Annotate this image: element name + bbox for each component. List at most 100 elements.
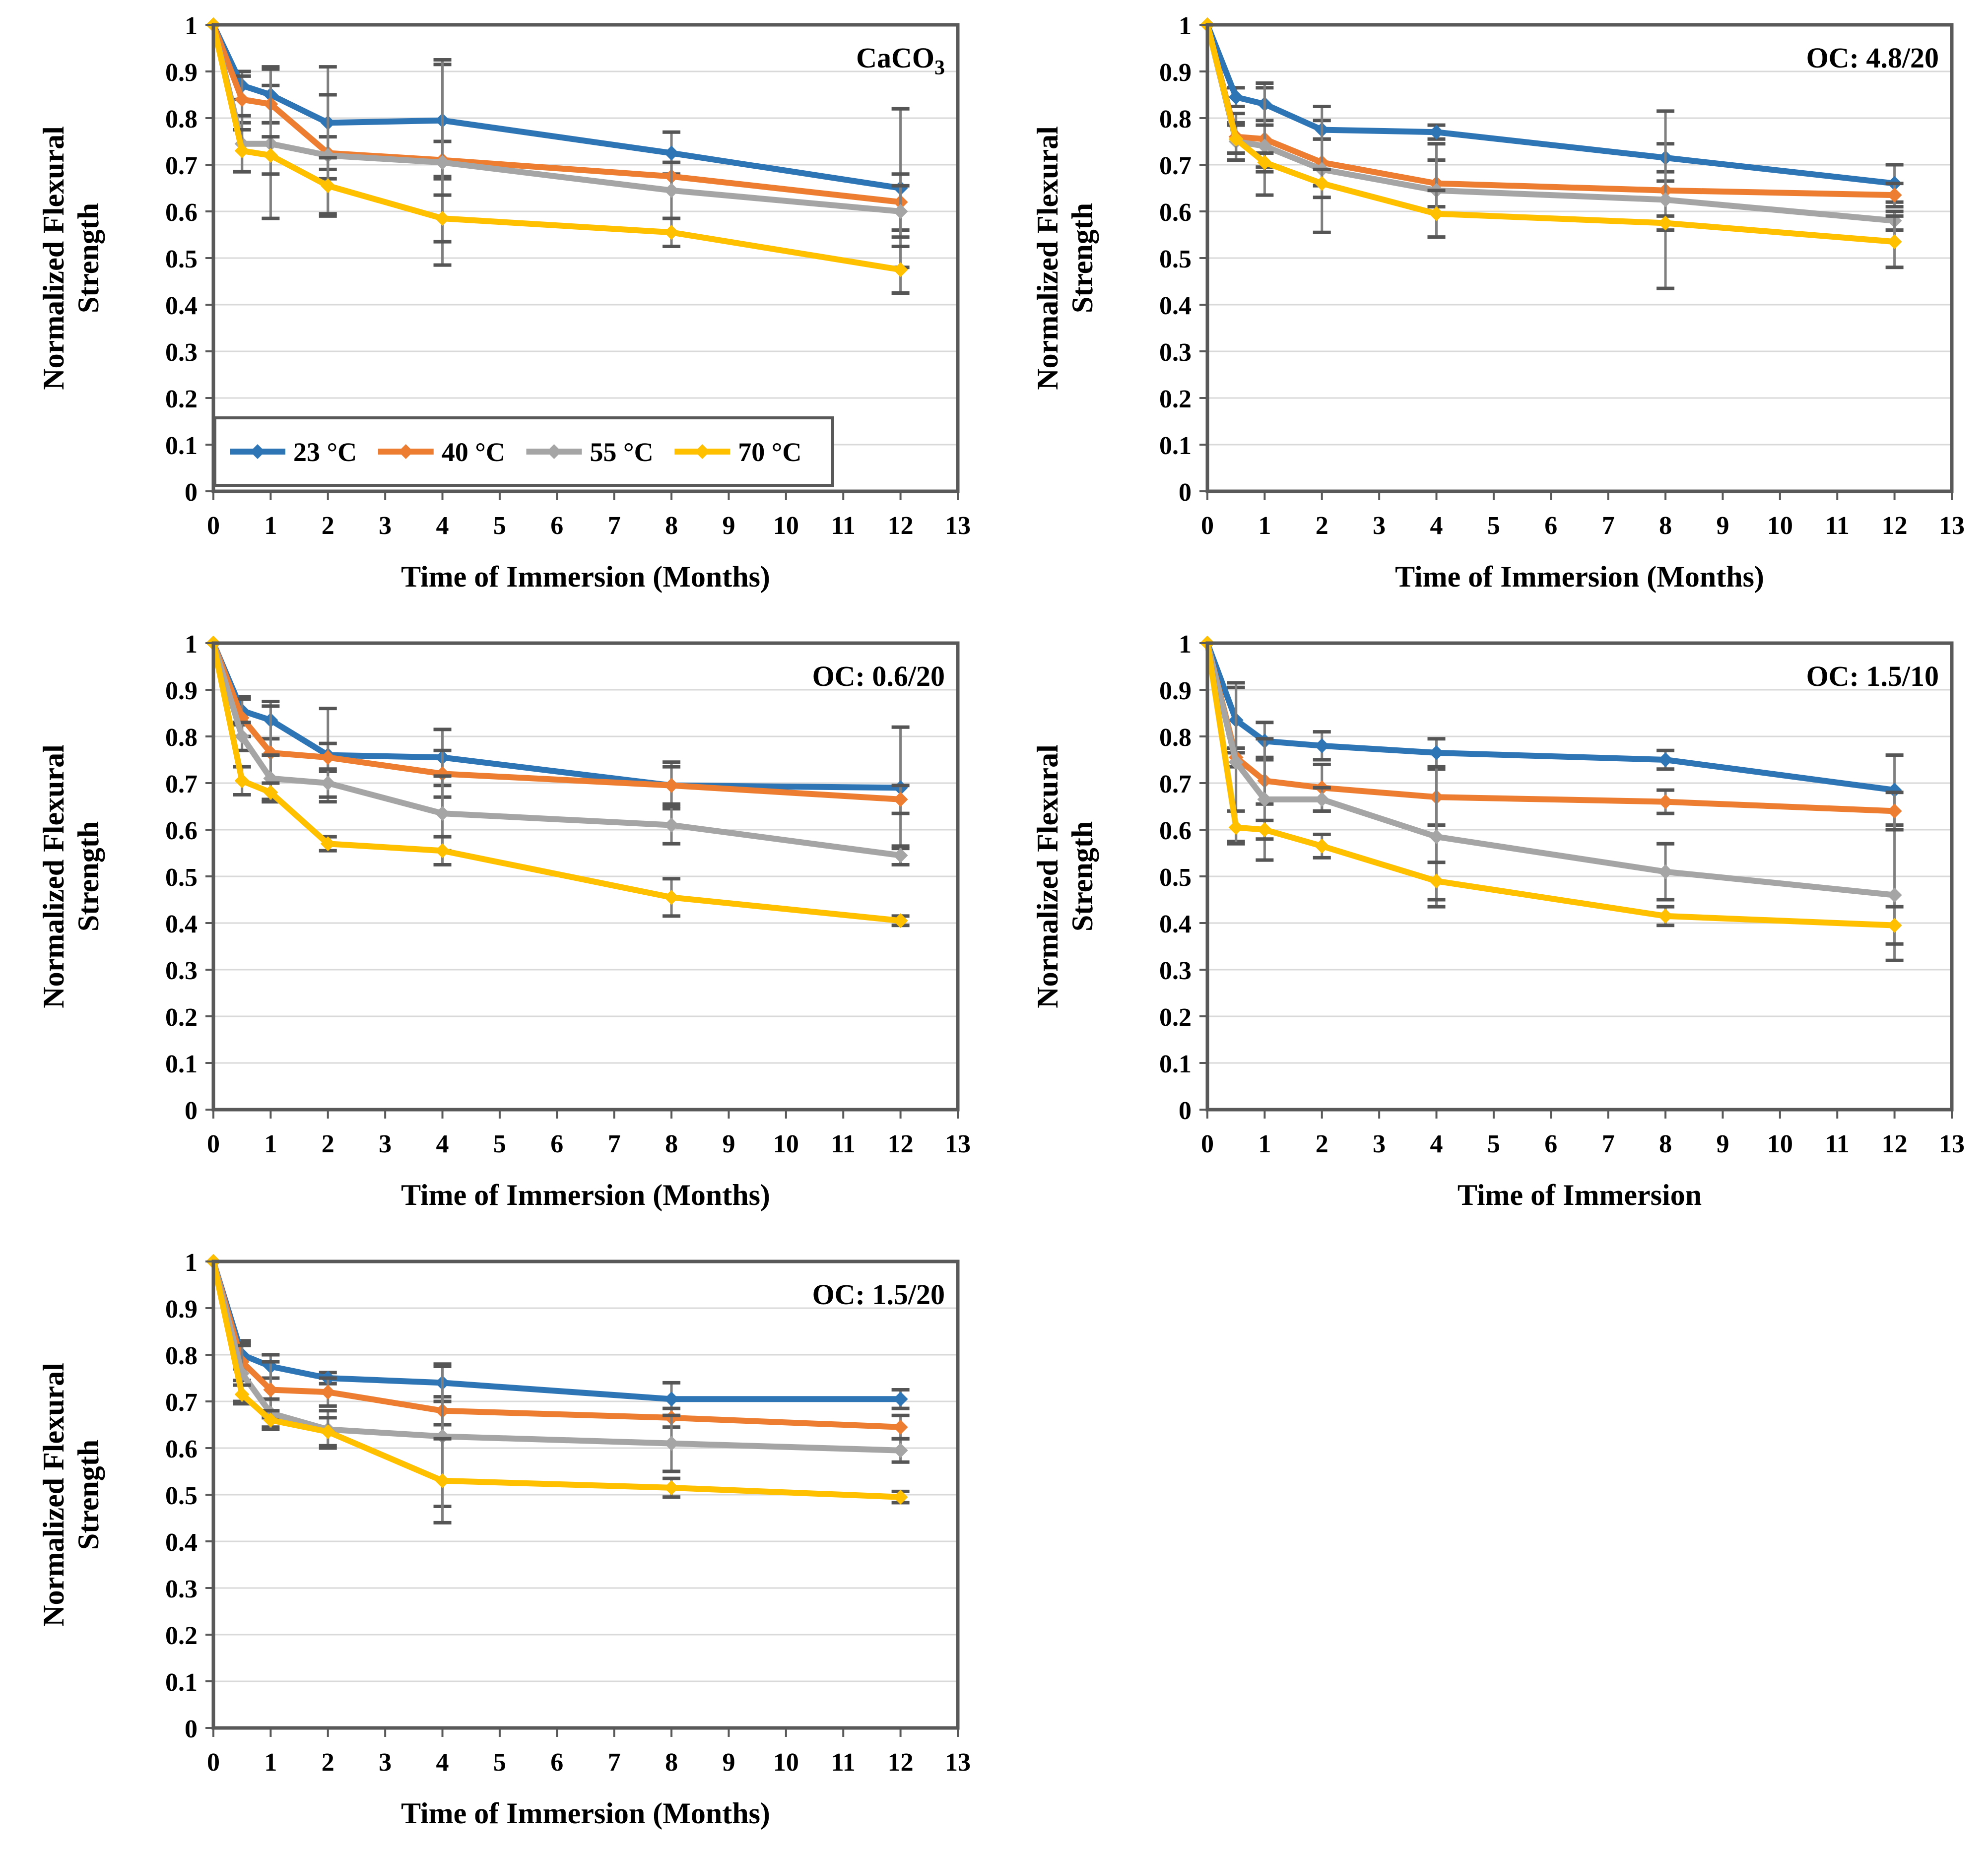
x-tick-label: 9 [722,1748,735,1777]
marker-diamond [1257,155,1272,170]
x-tick-label: 2 [322,1748,334,1777]
x-tick-label: 8 [1659,1130,1672,1158]
x-tick-label: 13 [1939,512,1965,540]
y-axis-title-line-2: Strength [72,821,105,931]
y-tick-label: 0 [185,1097,198,1125]
x-tick-label: 9 [722,1130,735,1158]
marker-diamond [1658,752,1673,767]
marker-diamond [234,143,250,158]
marker-diamond [1658,908,1673,924]
chart-svg-3: 00.10.20.30.40.50.60.70.80.910 1 2 3 4 5 6 7 8 9 1… [1031,630,1965,1211]
marker-diamond [1228,89,1244,105]
x-tick-label: 8 [1659,512,1672,540]
y-tick-label: 0.8 [1159,105,1192,133]
marker-diamond [893,1443,908,1458]
x-tick-label: 7 [1602,1130,1615,1158]
y-tick-label: 1 [1179,630,1192,659]
marker-diamond [664,145,679,161]
y-tick-label: 0.2 [165,1003,198,1032]
empty-cell [994,1237,1988,1855]
chart-title: OC: 1.5/20 [812,1278,945,1311]
x-tick-label: 1 [1258,512,1271,540]
x-tick-label: 11 [831,512,856,540]
y-tick-label: 0.5 [165,863,198,892]
subscript-3: 3 [934,57,945,79]
marker-diamond [1314,838,1329,854]
y-tick-label: 0.7 [1159,770,1192,798]
y-tick-label: 0 [1179,1097,1192,1125]
marker-diamond [664,778,679,793]
x-tick-label: 5 [1487,1130,1500,1158]
x-tick-label: 7 [608,1130,621,1158]
marker-diamond [263,1412,278,1428]
marker-diamond [263,148,278,163]
chart-title: OC: 1.5/10 [1806,660,1939,692]
y-tick-label: 0.8 [165,105,198,133]
chart-svg-0: 00.10.20.30.40.50.60.70.80.910 1 2 3 4 5 6 7 8 9 1… [37,12,971,593]
marker-diamond [664,183,679,198]
marker-diamond [320,1385,335,1400]
x-tick-label: 3 [1373,1130,1386,1158]
x-tick-label: 10 [1767,1130,1793,1158]
series-line [210,640,904,791]
x-tick-label: 5 [493,512,506,540]
legend-label: 23 °C [293,437,357,467]
x-tick-label: 9 [722,512,735,540]
marker-diamond [1429,125,1444,140]
y-tick-label: 0.3 [165,338,198,367]
y-axis-title-line-2: Strength [72,1440,105,1550]
x-tick-label: 4 [1430,512,1443,540]
marker-diamond [664,1391,679,1407]
x-tick-label: 6 [1544,512,1557,540]
marker-diamond [263,785,278,800]
marker-diamond [320,776,335,791]
series-line [210,22,904,191]
marker-diamond [263,1382,278,1397]
marker-diamond [1429,829,1444,845]
y-tick-label: 0.8 [1159,724,1192,752]
y-tick-label: 0.4 [165,910,198,938]
x-tick-label: 8 [665,1130,678,1158]
y-tick-label: 0.7 [165,152,198,180]
marker-diamond [234,729,250,744]
marker-diamond [1228,132,1244,147]
chart-svg-4: 00.10.20.30.40.50.60.70.80.910 1 2 3 4 5 6 7 8 9 1… [37,1249,971,1830]
x-tick-label: 11 [831,1130,856,1158]
x-tick-label: 11 [1825,1130,1850,1158]
marker-diamond [1228,820,1244,835]
x-tick-label: 7 [608,1748,621,1777]
x-tick-label: 0 [1201,1130,1214,1158]
marker-diamond [893,204,908,219]
chart-title: CaCO3 [856,42,945,79]
x-tick-label: 1 [264,512,277,540]
y-tick-label: 0.8 [165,724,198,752]
legend: 23 °C 40 °C 55 °C 70 °C [213,416,834,487]
x-tick-label: 3 [1373,512,1386,540]
series-line [210,22,904,273]
y-tick-label: 0 [185,1715,198,1743]
marker-diamond [1887,234,1902,250]
y-tick-label: 0.9 [165,677,198,705]
marker-diamond [234,1387,250,1402]
y-tick-label: 0.1 [1159,1050,1192,1078]
x-tick-label: 1 [264,1748,277,1777]
x-axis-title: Time of Immersion (Months) [401,560,770,593]
y-axis-title-line-2: Strength [72,203,105,313]
y-tick-label: 0.2 [1159,1003,1192,1032]
y-axis-title-line-1: Normalized Flexural [1031,744,1064,1008]
x-axis-title: Time of Immersion (Months) [1395,560,1764,593]
x-tick-label: 5 [1487,512,1500,540]
marker-diamond [1257,138,1272,154]
marker-diamond [1658,192,1673,207]
marker-diamond [1429,873,1444,889]
y-tick-label: 0.4 [165,292,198,320]
y-tick-label: 0.8 [165,1342,198,1370]
y-tick-label: 0.3 [1159,957,1192,985]
y-tick-label: 0.1 [165,1050,198,1078]
y-tick-label: 0.4 [165,1528,198,1557]
x-tick-label: 6 [550,1748,563,1777]
marker-diamond [893,792,908,807]
y-axis-title-line-1: Normalized Flexural [37,1363,70,1627]
series-4-group [206,17,910,295]
series-line [1204,640,1898,898]
